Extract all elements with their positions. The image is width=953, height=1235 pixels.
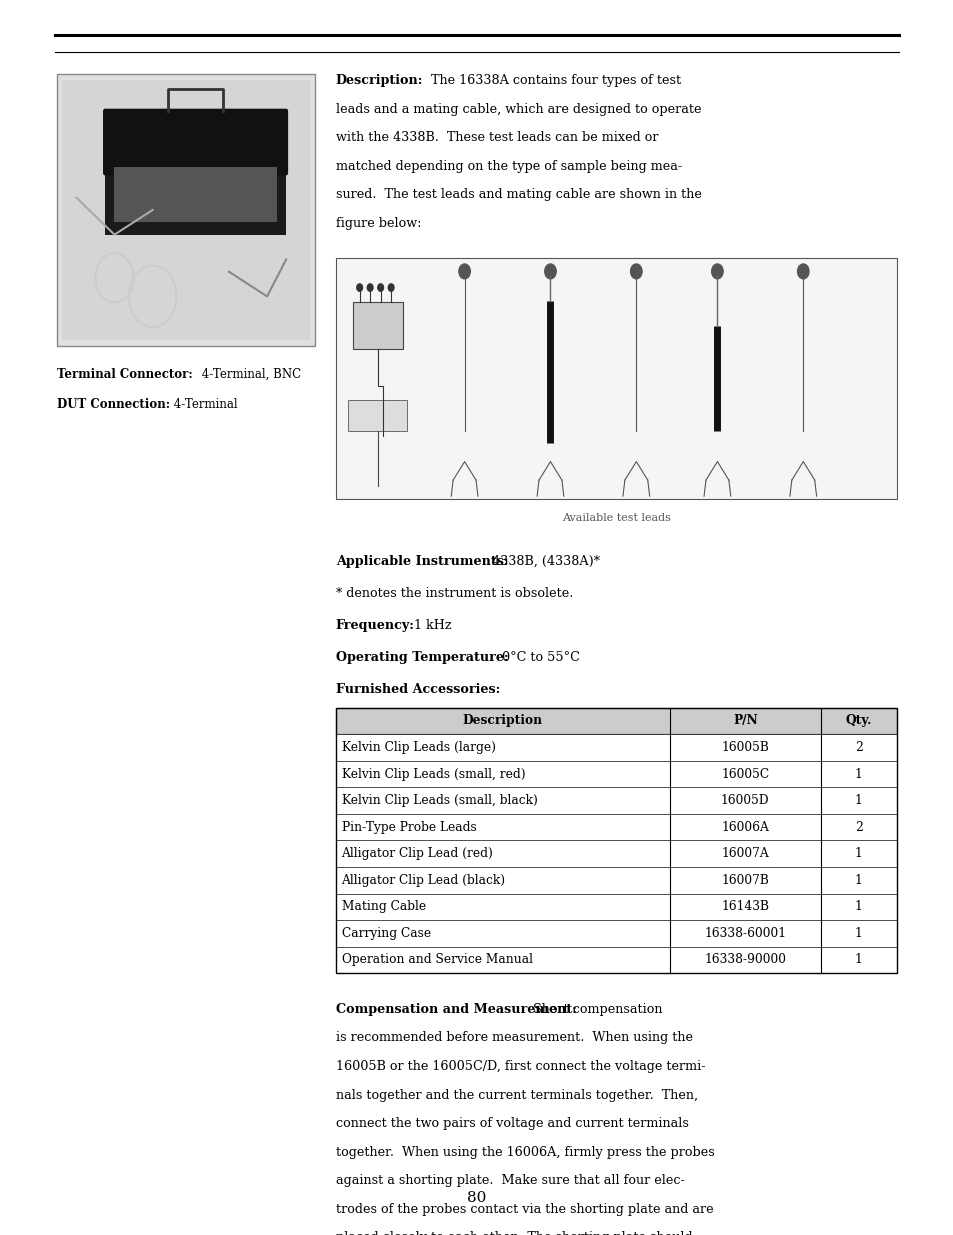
Text: 1 kHz: 1 kHz — [410, 619, 452, 631]
Text: The 16338A contains four types of test: The 16338A contains four types of test — [427, 74, 680, 88]
Bar — [335, 894, 896, 920]
Bar — [335, 814, 896, 841]
Text: Description:: Description: — [335, 74, 423, 88]
Text: figure below:: figure below: — [335, 217, 421, 230]
Text: * denotes the instrument is obsolete.: * denotes the instrument is obsolete. — [335, 587, 573, 599]
Text: 16005C: 16005C — [720, 767, 768, 781]
Text: 1: 1 — [854, 847, 862, 861]
Text: 16143B: 16143B — [720, 900, 768, 914]
Text: 16007A: 16007A — [720, 847, 768, 861]
Bar — [335, 708, 896, 973]
Text: 16338-90000: 16338-90000 — [703, 953, 785, 967]
Text: nals together and the current terminals together.  Then,: nals together and the current terminals … — [335, 1088, 698, 1102]
Bar — [335, 867, 896, 894]
Text: 1: 1 — [854, 794, 862, 808]
Text: Short compensation: Short compensation — [528, 1003, 661, 1016]
Text: Frequency:: Frequency: — [335, 619, 415, 631]
Bar — [114, 167, 276, 222]
Text: sured.  The test leads and mating cable are shown in the: sured. The test leads and mating cable a… — [335, 189, 701, 201]
Text: Kelvin Clip Leads (small, black): Kelvin Clip Leads (small, black) — [341, 794, 537, 808]
Text: trodes of the probes contact via the shorting plate and are: trodes of the probes contact via the sho… — [335, 1203, 713, 1215]
Text: Qty.: Qty. — [844, 714, 871, 727]
Text: 16005B or the 16005C/D, first connect the voltage termi-: 16005B or the 16005C/D, first connect th… — [335, 1060, 704, 1073]
Text: 16338-60001: 16338-60001 — [703, 926, 785, 940]
Bar — [335, 708, 896, 734]
Text: 16005B: 16005B — [720, 741, 768, 755]
Text: Mating Cable: Mating Cable — [341, 900, 425, 914]
Text: 16006A: 16006A — [720, 820, 768, 834]
Text: Applicable Instruments:: Applicable Instruments: — [335, 555, 508, 568]
Text: Terminal Connector:: Terminal Connector: — [57, 368, 193, 382]
Text: matched depending on the type of sample being mea-: matched depending on the type of sample … — [335, 159, 681, 173]
Circle shape — [367, 284, 373, 291]
Bar — [335, 734, 896, 761]
Text: Alligator Clip Lead (black): Alligator Clip Lead (black) — [341, 873, 505, 887]
Text: Furnished Accessories:: Furnished Accessories: — [335, 683, 499, 695]
Text: 80: 80 — [467, 1191, 486, 1205]
Text: 16007B: 16007B — [720, 873, 768, 887]
Text: 0°C to 55°C: 0°C to 55°C — [497, 651, 579, 663]
Text: placed closely to each other.  The shorting plate should: placed closely to each other. The shorti… — [335, 1231, 692, 1235]
Text: Description: Description — [462, 714, 542, 727]
Text: Operating Temperature:: Operating Temperature: — [335, 651, 508, 663]
Text: 4338B, (4338A)*: 4338B, (4338A)* — [488, 555, 599, 568]
Text: 2: 2 — [854, 741, 862, 755]
Text: 1: 1 — [854, 926, 862, 940]
Text: against a shorting plate.  Make sure that all four elec-: against a shorting plate. Make sure that… — [335, 1174, 684, 1187]
Text: DUT Connection:: DUT Connection: — [57, 398, 171, 411]
Text: Pin-Type Probe Leads: Pin-Type Probe Leads — [341, 820, 476, 834]
Text: Kelvin Clip Leads (large): Kelvin Clip Leads (large) — [341, 741, 495, 755]
Bar — [57, 74, 314, 346]
Circle shape — [377, 284, 383, 291]
Circle shape — [388, 284, 394, 291]
Bar — [335, 946, 896, 973]
Text: Available test leads: Available test leads — [561, 514, 670, 524]
Text: 1: 1 — [854, 953, 862, 967]
Text: 1: 1 — [854, 900, 862, 914]
Text: 4-Terminal: 4-Terminal — [170, 398, 237, 411]
Circle shape — [356, 284, 362, 291]
Circle shape — [458, 264, 470, 279]
Circle shape — [711, 264, 722, 279]
Text: leads and a mating cable, which are designed to operate: leads and a mating cable, which are desi… — [335, 103, 700, 116]
Text: Operation and Service Manual: Operation and Service Manual — [341, 953, 532, 967]
Text: 1: 1 — [854, 767, 862, 781]
Circle shape — [630, 264, 641, 279]
Text: Compensation and Measurement:: Compensation and Measurement: — [335, 1003, 576, 1016]
Circle shape — [544, 264, 556, 279]
Bar — [335, 841, 896, 867]
Bar — [335, 761, 896, 788]
Text: 1: 1 — [854, 873, 862, 887]
Bar — [62, 80, 310, 340]
Bar — [335, 258, 896, 499]
Text: Kelvin Clip Leads (small, red): Kelvin Clip Leads (small, red) — [341, 767, 524, 781]
Bar — [335, 788, 896, 814]
Circle shape — [797, 264, 808, 279]
Bar — [105, 111, 286, 235]
Text: with the 4338B.  These test leads can be mixed or: with the 4338B. These test leads can be … — [335, 131, 658, 144]
Text: is recommended before measurement.  When using the: is recommended before measurement. When … — [335, 1031, 692, 1045]
Text: together.  When using the 16006A, firmly press the probes: together. When using the 16006A, firmly … — [335, 1146, 714, 1158]
Text: 4-Terminal, BNC: 4-Terminal, BNC — [198, 368, 301, 382]
Bar — [335, 920, 896, 946]
Text: 2: 2 — [854, 820, 862, 834]
Bar — [348, 400, 407, 431]
Text: Carrying Case: Carrying Case — [341, 926, 430, 940]
Text: connect the two pairs of voltage and current terminals: connect the two pairs of voltage and cur… — [335, 1118, 688, 1130]
Text: Alligator Clip Lead (red): Alligator Clip Lead (red) — [341, 847, 493, 861]
Text: 16005D: 16005D — [720, 794, 769, 808]
Bar — [353, 303, 402, 350]
Text: P/N: P/N — [732, 714, 757, 727]
FancyBboxPatch shape — [103, 109, 288, 175]
